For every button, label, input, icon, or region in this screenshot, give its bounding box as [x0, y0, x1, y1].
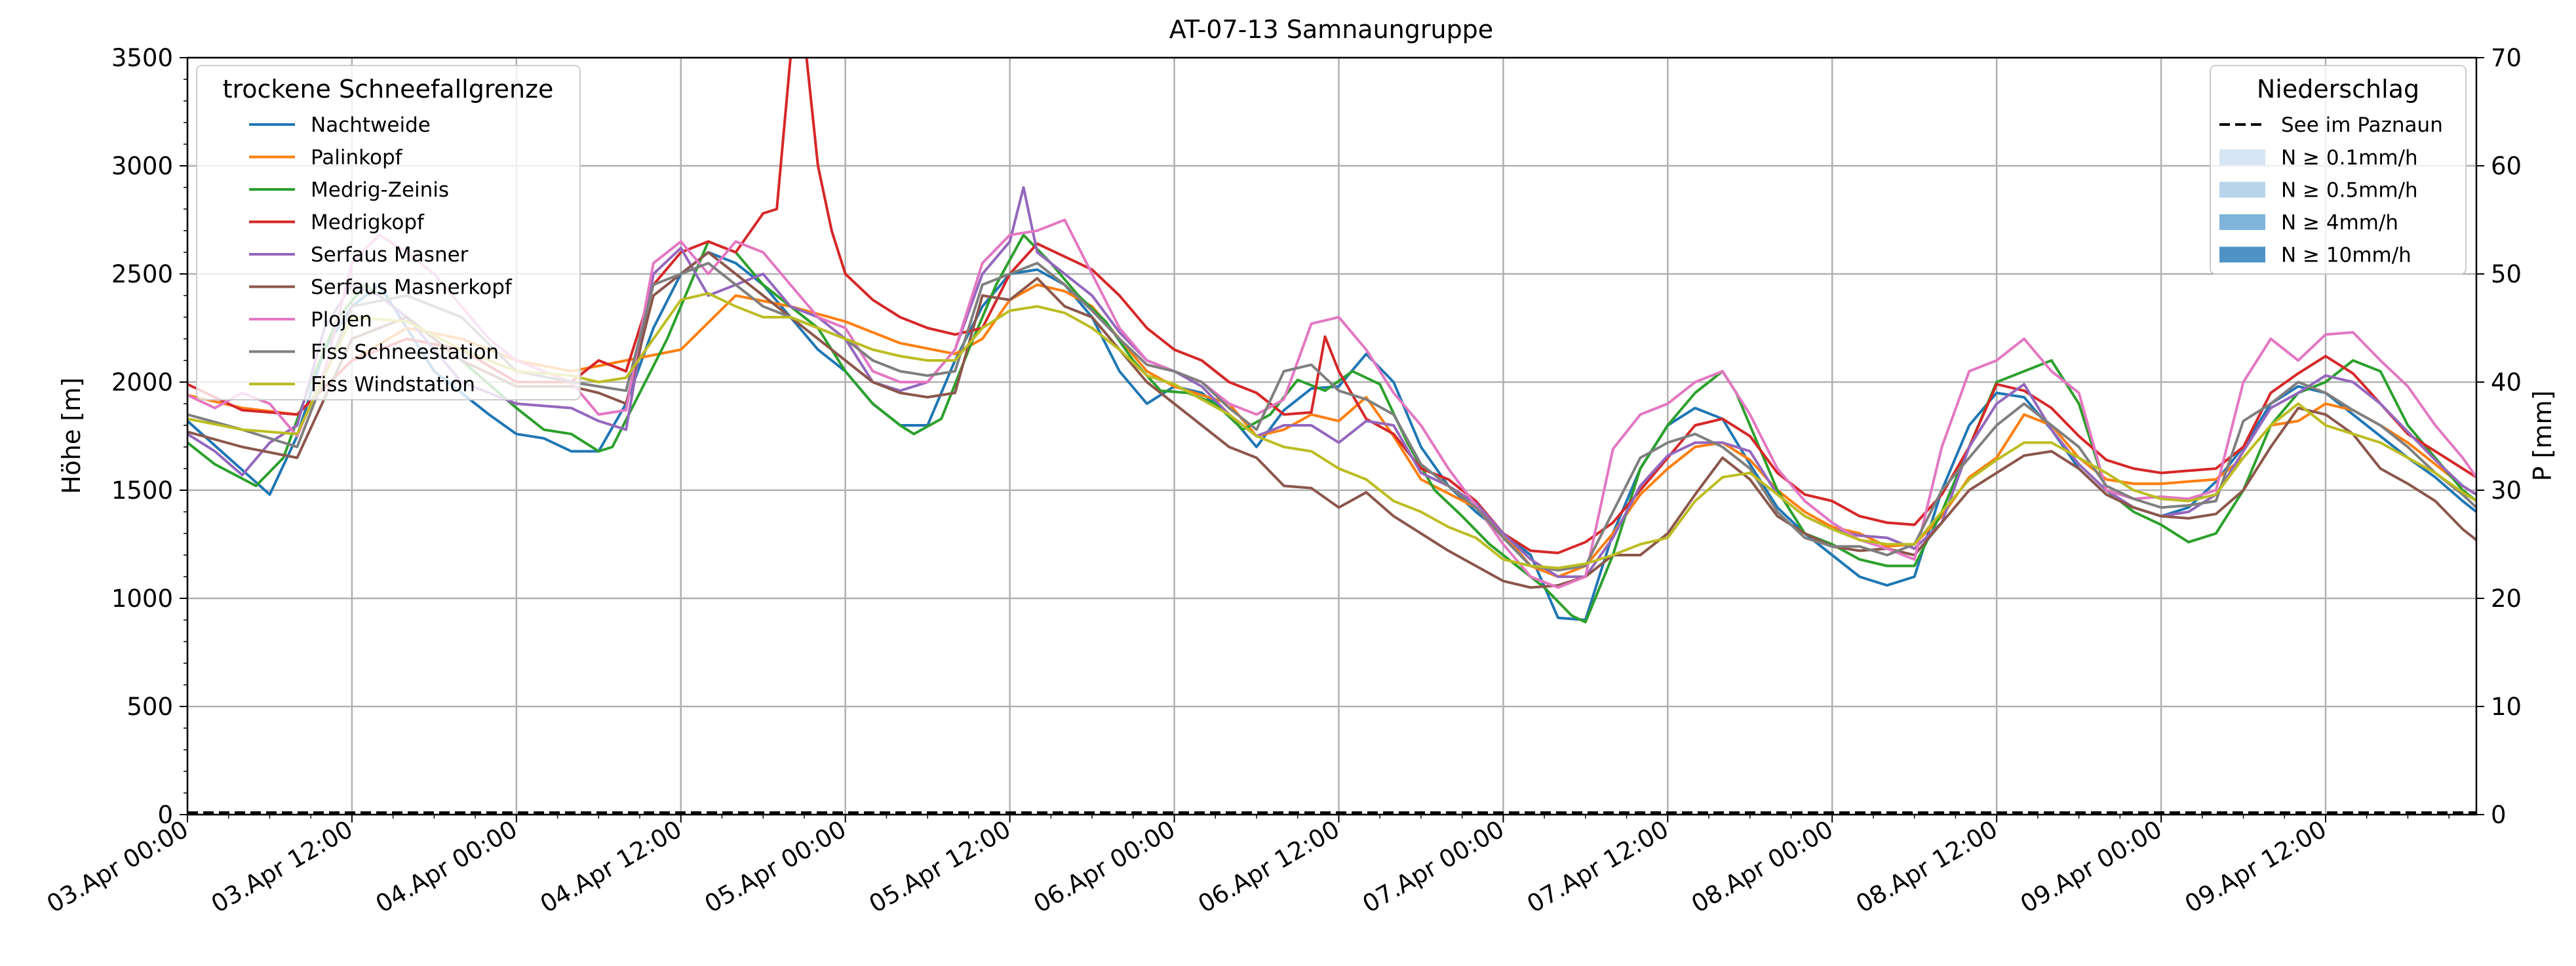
x-tick-label: 07.Apr 00:00 — [1357, 815, 1508, 919]
x-tick-label: 06.Apr 00:00 — [1029, 815, 1180, 919]
legend-label: See im Paznaun — [2281, 113, 2443, 137]
legend-label: Plojen — [311, 308, 372, 332]
legend-right-frame — [2210, 65, 2467, 275]
legend-label: Medrig-Zeinis — [311, 178, 449, 202]
y-tick-label: 500 — [127, 693, 173, 721]
x-tick-label: 03.Apr 00:00 — [42, 815, 193, 919]
legend-swatch-class — [2219, 149, 2265, 165]
y-tick-label: 1500 — [111, 476, 173, 505]
series-line-fiss-windstation — [187, 292, 2476, 570]
legend-left-items: Nachtweide Palinkopf Medrig-Zeinis Medrigko… — [249, 113, 513, 396]
legend-precipitation: Niederschlag See im Paznaun N ≥ 0.1mm/h N … — [2210, 65, 2467, 275]
y-tick-label: 3000 — [111, 152, 173, 180]
x-tick-label: 06.Apr 12:00 — [1194, 815, 1344, 919]
x-tick-label: 08.Apr 00:00 — [1687, 815, 1837, 919]
y-right-tick-label: 30 — [2491, 476, 2522, 505]
plot-frame — [186, 56, 2478, 816]
legend-label: Palinkopf — [311, 146, 403, 170]
x-tick-label: 09.Apr 12:00 — [2180, 815, 2331, 919]
x-tick-label: 08.Apr 12:00 — [1851, 815, 2002, 919]
legend-label: N ≥ 10mm/h — [2281, 244, 2411, 267]
y-right-tick-label: 50 — [2491, 260, 2522, 288]
y-axis-label-right: P [mm] — [2528, 391, 2557, 482]
x-tick-label: 03.Apr 12:00 — [206, 815, 357, 919]
series-line-medrigkopf — [187, 58, 2476, 554]
y-right-tick-label: 70 — [2491, 44, 2522, 72]
legend-swatch-class — [2219, 182, 2265, 198]
legend-left-title: trockene Schneefallgrenze — [223, 75, 554, 104]
y-tick-label: 1000 — [111, 585, 173, 613]
x-tick-label: 05.Apr 12:00 — [865, 815, 1015, 919]
series-line-serfaus-masner — [187, 186, 2476, 578]
legend-label: Serfaus Masnerkopf — [311, 276, 513, 299]
legend-label: N ≥ 4mm/h — [2281, 211, 2398, 235]
x-tick-label: 07.Apr 12:00 — [1522, 815, 1673, 919]
legend-label: Nachtweide — [311, 113, 431, 137]
chart-title: AT-07-13 Samnaungruppe — [1169, 15, 1493, 44]
legend-right-title: Niederschlag — [2257, 75, 2419, 104]
legend-label: Fiss Windstation — [311, 373, 475, 396]
series-line-fiss-schneestation — [187, 261, 2476, 572]
y-tick-label: 2000 — [111, 368, 173, 396]
legend-right-items: See im Paznaun N ≥ 0.1mm/h N ≥ 0.5mm/h N ≥ … — [2219, 113, 2443, 267]
y-tick-label: 3500 — [111, 44, 173, 72]
x-tick-label: 04.Apr 12:00 — [536, 815, 686, 919]
legend-snowfall-limit: trockene Schneefallgrenze Nachtweide Pali… — [196, 65, 581, 400]
x-tick-label: 09.Apr 00:00 — [2016, 815, 2166, 919]
y-right-tick-label: 60 — [2491, 152, 2522, 180]
y-axis-label: Höhe [m] — [57, 377, 86, 494]
legend-swatch-class — [2219, 214, 2265, 230]
y-tick-label: 0 — [157, 801, 173, 829]
legend-left-frame — [196, 65, 581, 400]
y-right-tick-label: 20 — [2491, 585, 2522, 613]
legend-label: N ≥ 0.1mm/h — [2281, 146, 2418, 170]
y-right-tick-label: 0 — [2491, 801, 2507, 829]
legend-label: Medrigkopf — [311, 211, 425, 235]
legend-swatch-class — [2219, 246, 2265, 263]
y-tick-label: 2500 — [111, 260, 173, 288]
legend-label: Fiss Schneestation — [311, 341, 499, 364]
x-tick-label: 04.Apr 00:00 — [371, 815, 522, 919]
y-right-tick-label: 40 — [2491, 368, 2522, 396]
series-line-serfaus-masnerkopf — [187, 251, 2476, 589]
legend-label: Serfaus Masner — [311, 243, 469, 267]
y-right-tick-label: 10 — [2491, 693, 2522, 721]
x-tick-label: 05.Apr 00:00 — [700, 815, 851, 919]
legend-label: N ≥ 0.5mm/h — [2281, 179, 2418, 203]
series-layer — [187, 58, 2476, 624]
